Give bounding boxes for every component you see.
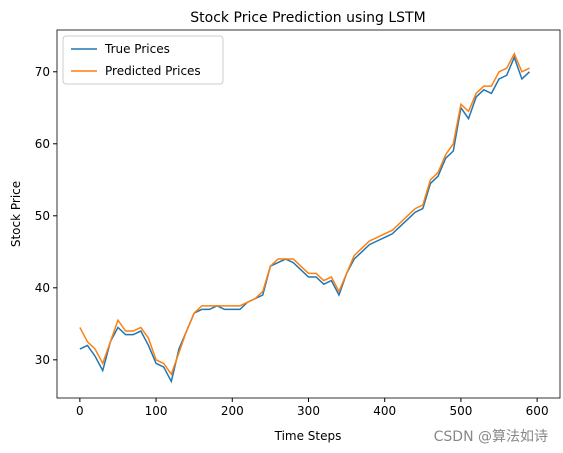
- x-tick-label: 600: [526, 404, 549, 418]
- y-tick-label: 30: [35, 353, 50, 367]
- y-axis-label: Stock Price: [9, 181, 23, 247]
- x-axis-label: Time Steps: [274, 429, 342, 443]
- line-series: [79, 52, 530, 376]
- x-tick-label: 500: [449, 404, 472, 418]
- y-tick-label: 60: [35, 137, 50, 151]
- legend-box: [62, 35, 224, 85]
- x-tick-label: 300: [297, 404, 320, 418]
- legend-label: Predicted Prices: [105, 64, 201, 78]
- x-tick-label: 100: [145, 404, 168, 418]
- y-tick-label: 50: [35, 209, 50, 223]
- watermark: CSDN @算法如诗: [434, 429, 548, 445]
- x-tick-label: 200: [221, 404, 244, 418]
- y-tick-label: 40: [35, 281, 50, 295]
- x-tick-label: 400: [373, 404, 396, 418]
- legend-label: True Prices: [104, 42, 170, 56]
- y-tick-label: 70: [35, 65, 50, 79]
- line-series: [79, 55, 531, 384]
- x-tick-label: 0: [76, 404, 84, 418]
- chart-title: Stock Price Prediction using LSTM: [190, 10, 425, 26]
- plot-frame: [56, 29, 561, 399]
